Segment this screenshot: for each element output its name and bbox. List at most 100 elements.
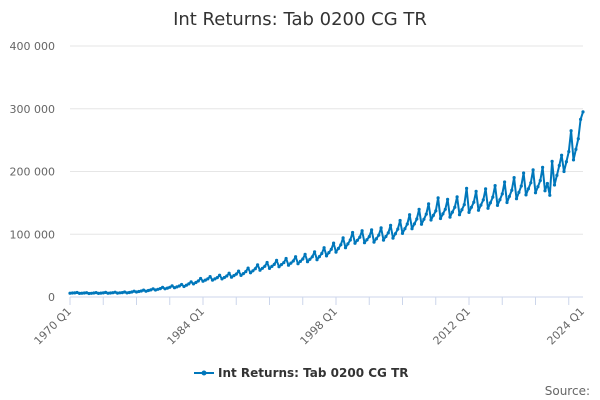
data-point [77,291,82,295]
data-point [405,222,409,226]
data-point [422,217,426,221]
data-point [372,240,376,244]
data-point [446,197,450,201]
data-point [239,273,243,277]
data-point [265,260,269,265]
data-point [474,189,478,193]
data-point [146,288,150,293]
data-point [365,238,369,242]
data-point [484,187,488,191]
data-point [320,251,324,256]
data-point [206,277,210,281]
data-point [419,222,424,226]
data-point [495,203,500,207]
y-tick-label: 300 000 [10,103,56,116]
data-point [294,255,298,259]
legend-marker [201,370,207,376]
data-point [377,233,381,237]
data-point [362,241,367,245]
data-point [346,242,350,246]
data-point [244,270,248,274]
data-point [175,285,179,289]
data-point [324,254,329,258]
data-point [507,194,511,198]
data-point [455,195,459,199]
data-point [137,289,141,294]
data-point [232,274,236,278]
data-point [431,213,435,217]
data-point [284,256,288,261]
data-point [391,236,395,240]
data-point [336,246,340,251]
data-point [87,291,91,296]
x-tick-label: 2012 Q1 [431,305,474,348]
data-point [481,198,485,202]
data-point [434,209,438,213]
legend-label[interactable]: Int Returns: Tab 0200 CG TR [218,366,409,380]
data-point [108,291,112,295]
data-point [381,238,386,242]
data-point [529,181,533,185]
legend[interactable]: Int Returns: Tab 0200 CG TR [194,366,409,380]
data-point [396,227,400,231]
data-point [505,200,509,205]
data-point [89,291,93,295]
data-point [248,271,253,275]
data-point [358,235,362,239]
data-point [510,188,514,192]
data-point [415,217,419,221]
data-point [457,213,462,217]
data-point [267,266,272,270]
data-point [85,291,89,295]
data-point [194,280,198,285]
data-point [524,193,528,197]
data-point [282,261,286,265]
data-point [251,269,255,273]
data-point [400,231,405,235]
data-point [201,279,205,283]
data-point [389,223,393,227]
data-point [353,241,357,245]
data-point [275,258,279,262]
data-point [541,165,545,169]
data-point [467,210,471,214]
data-point [550,159,554,163]
data-point [144,289,148,293]
x-tick-label: 1984 Q1 [165,305,208,348]
data-point [182,284,186,289]
data-point [106,291,110,295]
data-point [218,273,222,277]
data-point [479,203,483,207]
data-point [562,169,566,174]
data-point [329,247,333,251]
data-point [503,180,507,184]
data-point [564,160,569,164]
data-point [229,275,234,279]
data-point [270,264,274,268]
data-point [348,238,352,242]
data-point [134,290,139,294]
data-point [125,291,129,295]
data-point [234,272,238,276]
data-point [531,168,535,172]
data-point [545,181,550,186]
data-point [427,202,431,206]
data-point [253,267,257,271]
data-point [291,259,295,263]
data-point [118,291,122,295]
data-point [127,290,131,295]
data-point [548,193,552,197]
data-point [210,278,215,282]
data-point [493,184,497,188]
data-point [237,269,241,273]
y-tick-label: 100 000 [10,228,56,241]
gridlines [70,45,583,298]
source-credit[interactable]: Source: [545,384,590,398]
data-point [161,285,165,289]
data-point [215,276,219,280]
data-point [472,200,476,204]
data-point [448,215,452,219]
x-tick-label: 1970 Q1 [32,305,75,348]
data-point [526,187,531,191]
